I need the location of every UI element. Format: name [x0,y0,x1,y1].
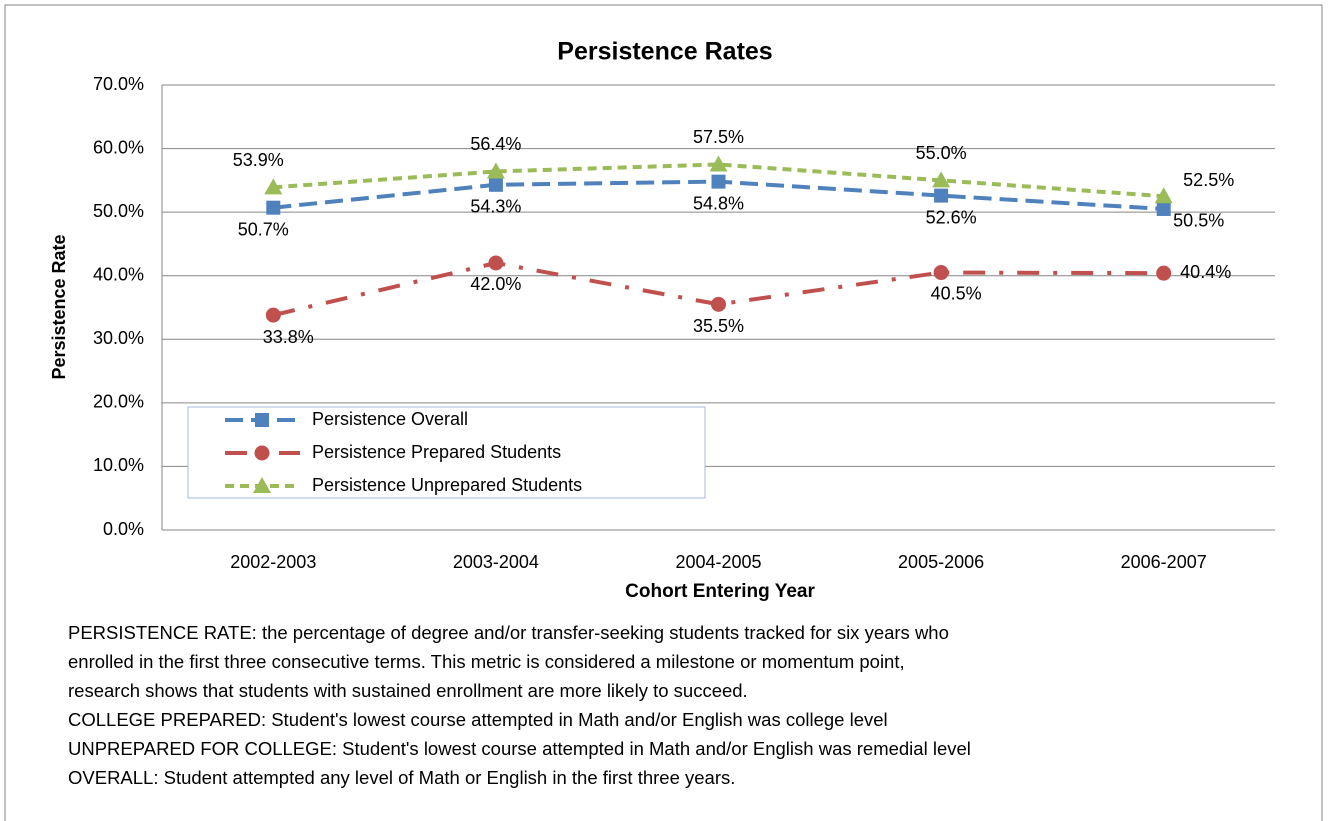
data-label: 52.6% [926,207,977,227]
x-tick-label: 2006-2007 [1121,552,1207,572]
x-tick-label: 2004-2005 [675,552,761,572]
x-tick-label: 2005-2006 [898,552,984,572]
data-label: 54.8% [693,193,744,213]
data-label: 40.5% [931,283,982,303]
marker-square [488,177,503,192]
marker-triangle [264,178,283,195]
data-label: 53.9% [233,150,284,170]
marker-square [266,200,281,215]
note-line: COLLEGE PREPARED: Student's lowest cours… [68,709,888,730]
marker-triangle [932,171,951,188]
note-line: UNPREPARED FOR COLLEGE: Student's lowest… [68,738,971,759]
legend-box [187,406,706,499]
note-line: OVERALL: Student attempted any level of … [68,767,735,788]
y-tick-label: 70.0% [93,74,144,94]
legend-label: Persistence Overall [312,409,468,429]
x-tick-label: 2003-2004 [453,552,539,572]
data-label: 40.4% [1180,262,1231,282]
x-tick-label: 2002-2003 [230,552,316,572]
marker-circle [1156,265,1172,281]
x-axis-title: Cohort Entering Year [625,581,815,602]
marker-circle [254,445,270,461]
data-label: 56.4% [470,134,521,154]
marker-triangle [253,477,271,493]
note-line: research shows that students with sustai… [68,680,748,701]
marker-triangle [1154,187,1173,204]
marker-square [711,174,726,189]
data-label: 54.3% [470,197,521,217]
marker-circle [488,255,504,271]
marker-triangle [486,162,505,179]
y-tick-label: 50.0% [93,201,144,221]
marker-circle [933,265,949,281]
data-label: 50.7% [238,219,289,239]
marker-square [934,188,949,203]
note-line: enrolled in the first three consecutive … [68,651,905,672]
chart-title: Persistence Rates [557,38,772,66]
y-tick-label: 10.0% [93,455,144,475]
marker-circle [711,296,726,312]
marker-square [255,413,269,427]
y-tick-label: 30.0% [93,328,144,348]
y-tick-label: 0.0% [103,519,144,539]
data-label: 52.5% [1183,170,1234,190]
y-tick-label: 40.0% [93,264,144,284]
data-label: 57.5% [693,127,744,147]
data-label: 35.5% [693,316,744,336]
marker-circle [265,307,281,323]
data-label: 55.0% [916,143,967,163]
data-label: 42.0% [470,274,521,294]
marker-square [1156,201,1171,216]
y-tick-label: 60.0% [93,137,144,157]
note-line: PERSISTENCE RATE: the percentage of degr… [68,622,949,643]
series-line [273,162,1164,199]
legend-label: Persistence Prepared Students [312,442,561,462]
marker-triangle [709,155,728,172]
y-tick-label: 20.0% [93,392,144,412]
data-label: 50.5% [1173,211,1224,231]
legend-label: Persistence Unprepared Students [312,475,582,495]
y-axis-title: Persistence Rate [49,234,69,379]
data-label: 33.8% [263,327,314,347]
